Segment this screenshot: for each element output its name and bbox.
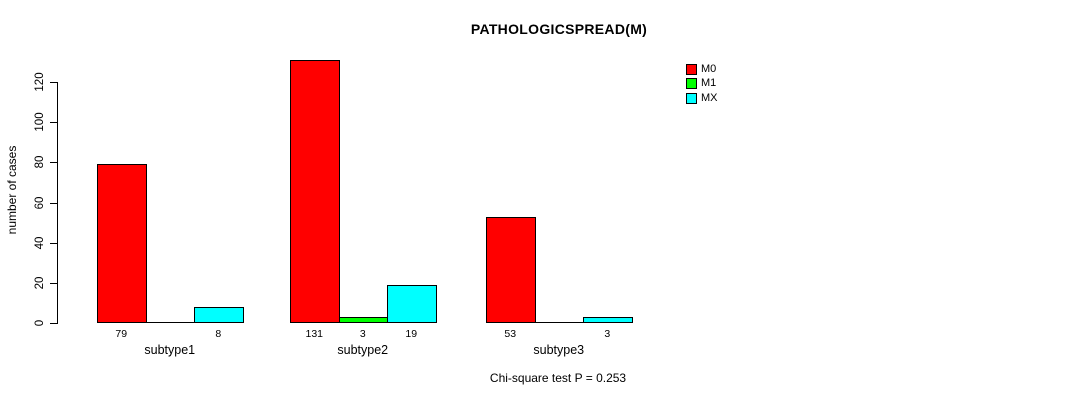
y-axis-line bbox=[57, 82, 58, 324]
legend-item-M1: M1 bbox=[686, 77, 718, 92]
bar-MX-subtype2 bbox=[387, 285, 437, 323]
bar-M0-subtype2 bbox=[290, 60, 340, 323]
y-axis-tick bbox=[50, 203, 57, 204]
y-axis-tick bbox=[50, 162, 57, 163]
legend-item-M0: M0 bbox=[686, 62, 718, 77]
bar-M1-subtype2 bbox=[338, 317, 388, 323]
legend: M0 M1 MX bbox=[686, 62, 718, 106]
chi-square-note: Chi-square test P = 0.253 bbox=[489, 371, 627, 385]
bar-value-label: 3 bbox=[604, 328, 611, 340]
legend-swatch-MX bbox=[686, 92, 697, 104]
legend-item-MX: MX bbox=[686, 91, 718, 106]
bar-value-label: 3 bbox=[359, 328, 366, 340]
y-axis-tick-label: 40 bbox=[34, 236, 46, 250]
y-axis-tick bbox=[50, 243, 57, 244]
bar-value-label: 19 bbox=[405, 328, 418, 340]
chart-title: PATHOLOGICSPREAD(M) bbox=[470, 21, 648, 37]
legend-swatch-M1 bbox=[686, 78, 697, 90]
bar-M0-subtype3 bbox=[486, 217, 536, 323]
bar-value-label: 79 bbox=[115, 328, 128, 340]
y-axis-tick-label: 20 bbox=[34, 276, 46, 290]
y-axis-label: number of cases bbox=[5, 145, 19, 235]
category-label: subtype2 bbox=[337, 343, 389, 357]
bar-M1-subtype1-zero bbox=[145, 322, 195, 323]
bar-MX-subtype3 bbox=[583, 317, 633, 323]
legend-label: M0 bbox=[701, 62, 717, 75]
y-axis-tick bbox=[50, 82, 57, 83]
legend-label: MX bbox=[701, 91, 718, 104]
category-label: subtype3 bbox=[533, 343, 585, 357]
y-axis-tick bbox=[50, 323, 57, 324]
bar-value-label: 53 bbox=[504, 328, 517, 340]
y-axis-tick-label: 60 bbox=[34, 196, 46, 210]
legend-swatch-M0 bbox=[686, 63, 697, 75]
bar-M1-subtype3-zero bbox=[534, 322, 584, 323]
category-label: subtype1 bbox=[144, 343, 196, 357]
y-axis-tick-label: 120 bbox=[34, 72, 46, 92]
bar-value-label: 131 bbox=[305, 328, 324, 340]
bar-value-label: 8 bbox=[215, 328, 222, 340]
legend-label: M1 bbox=[701, 77, 717, 90]
bar-MX-subtype1 bbox=[194, 307, 244, 323]
y-axis-tick-label: 80 bbox=[34, 155, 46, 169]
y-axis-tick bbox=[50, 283, 57, 284]
y-axis-tick-label: 0 bbox=[34, 319, 46, 327]
y-axis-tick-label: 100 bbox=[34, 112, 46, 132]
y-axis-tick bbox=[50, 122, 57, 123]
bar-M0-subtype1 bbox=[97, 164, 147, 323]
